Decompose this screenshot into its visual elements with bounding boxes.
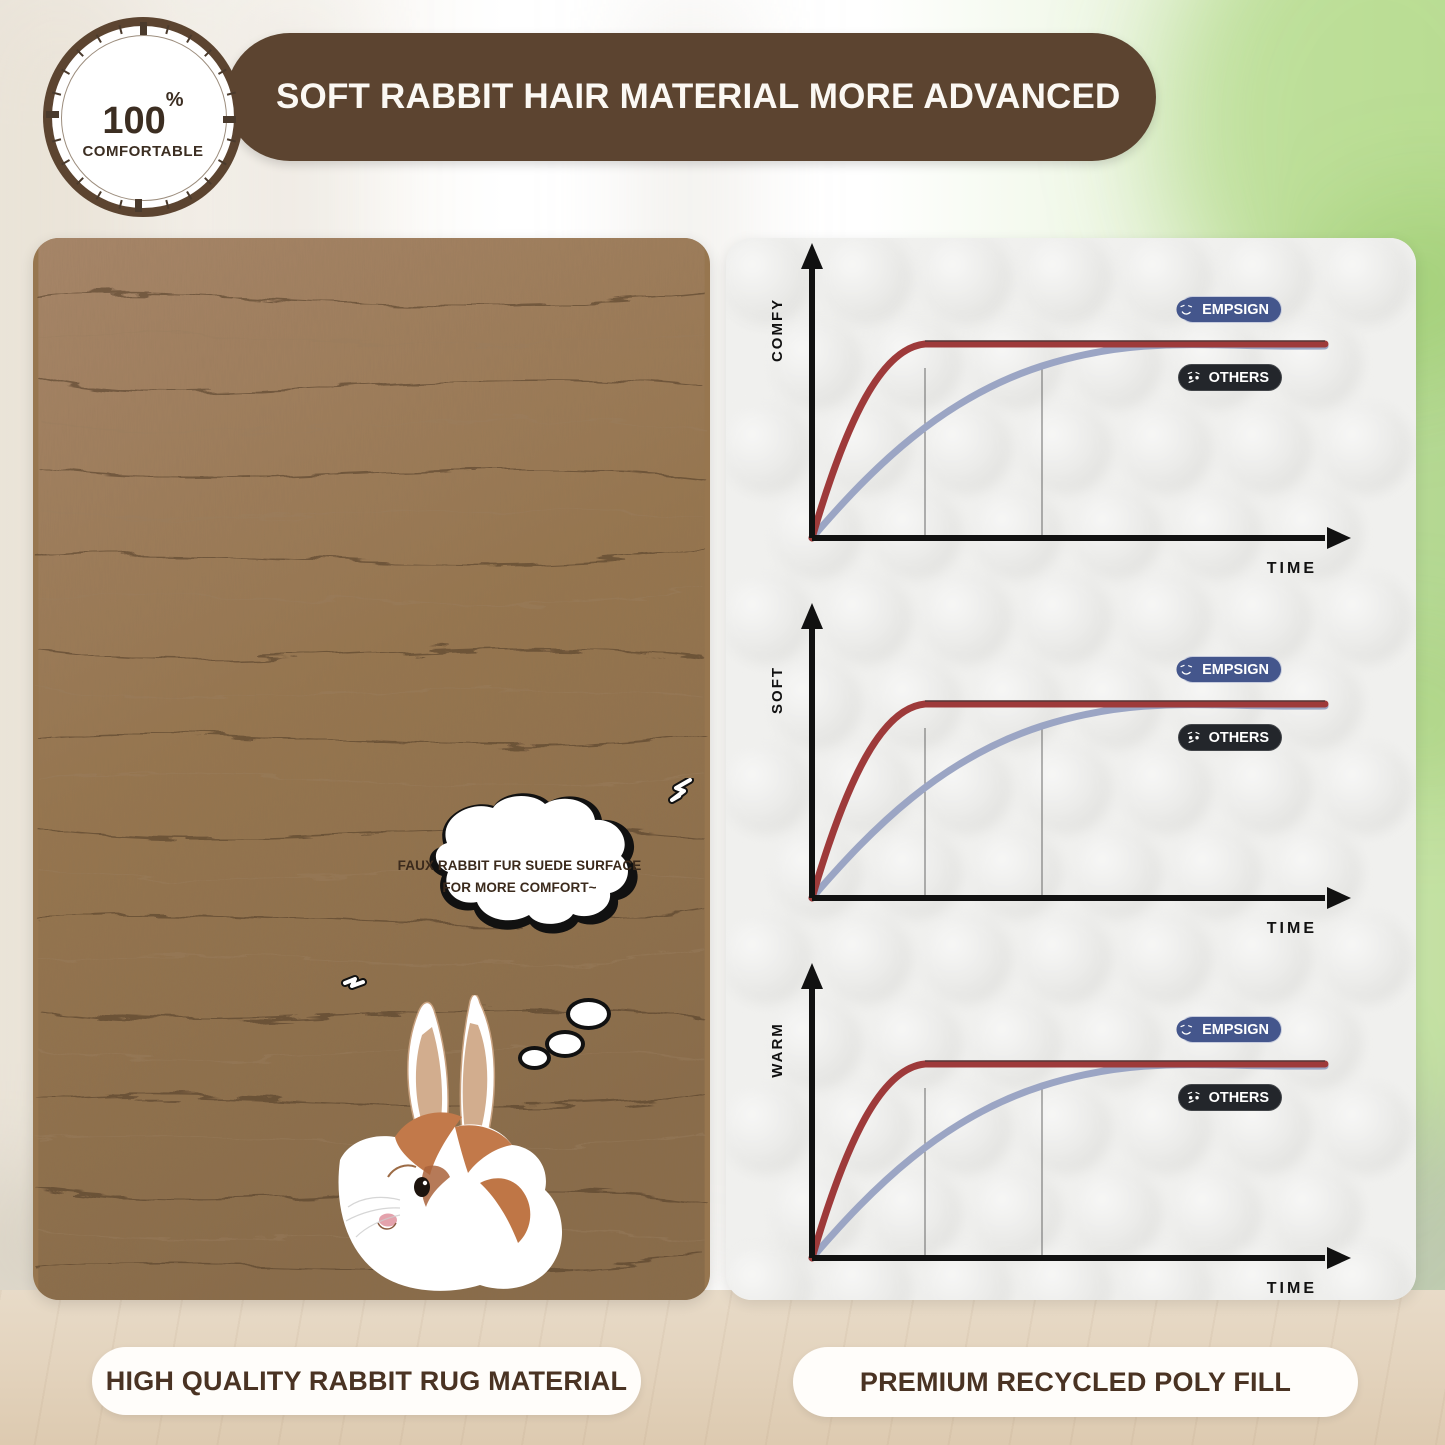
svg-text:SOFT: SOFT bbox=[769, 666, 786, 714]
svg-text:TIME: TIME bbox=[1267, 920, 1317, 937]
svg-text:COMFY: COMFY bbox=[769, 298, 786, 362]
svg-text:TIME: TIME bbox=[1267, 1280, 1317, 1297]
svg-text:WARM: WARM bbox=[769, 1022, 786, 1077]
svg-text:TIME: TIME bbox=[1267, 560, 1317, 577]
